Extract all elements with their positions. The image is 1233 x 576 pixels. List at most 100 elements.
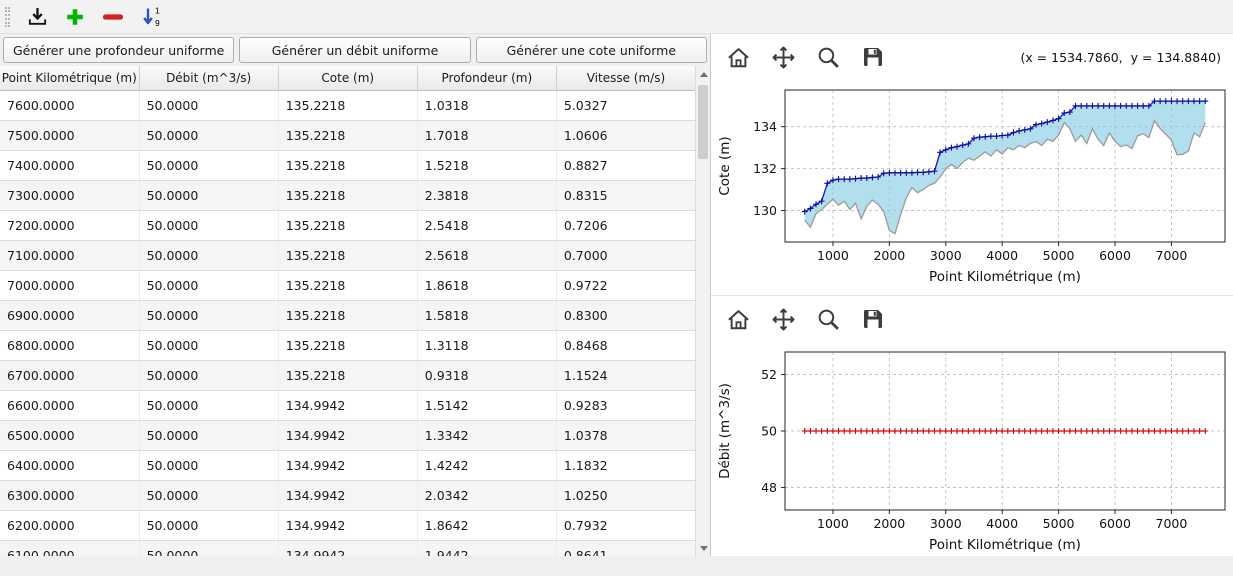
table-cell[interactable]: 2.5618	[417, 240, 557, 271]
table-cell[interactable]: 7600.0000	[0, 90, 140, 121]
table-cell[interactable]: 135.2218	[278, 300, 418, 331]
table-cell[interactable]: 135.2218	[278, 150, 418, 181]
table-row[interactable]: 7100.0000 50.0000 135.2218 2.5618 0.7000	[0, 240, 695, 271]
table-cell[interactable]: 0.8827	[556, 150, 695, 181]
table-cell[interactable]: 134.9942	[278, 510, 418, 541]
table-vertical-scrollbar[interactable]	[695, 66, 710, 556]
zoom-button[interactable]	[813, 42, 843, 72]
table-row[interactable]: 7000.0000 50.0000 135.2218 1.8618 0.9722	[0, 270, 695, 301]
table-cell[interactable]: 6500.0000	[0, 420, 140, 451]
save-figure-button[interactable]	[858, 42, 888, 72]
generate-depth-button[interactable]: Générer une profondeur uniforme	[3, 37, 235, 63]
table-cell[interactable]: 134.9942	[278, 390, 418, 421]
table-cell[interactable]: 135.2218	[278, 240, 418, 271]
table-cell[interactable]: 1.8642	[417, 510, 557, 541]
table-cell[interactable]: 50.0000	[139, 210, 279, 241]
table-row[interactable]: 6900.0000 50.0000 135.2218 1.5818 0.8300	[0, 300, 695, 331]
pan-button[interactable]	[768, 42, 798, 72]
table-cell[interactable]: 50.0000	[139, 180, 279, 211]
scroll-up-button[interactable]	[696, 66, 710, 82]
table-cell[interactable]: 135.2218	[278, 270, 418, 301]
table-cell[interactable]: 1.7018	[417, 120, 557, 151]
table-cell[interactable]: 6600.0000	[0, 390, 140, 421]
table-cell[interactable]: 134.9942	[278, 540, 418, 556]
table-row[interactable]: 6600.0000 50.0000 134.9942 1.5142 0.9283	[0, 390, 695, 421]
table-row[interactable]: 6400.0000 50.0000 134.9942 1.4242 1.1832	[0, 450, 695, 481]
table-cell[interactable]: 0.7932	[556, 510, 695, 541]
table-cell[interactable]: 0.7000	[556, 240, 695, 271]
table-cell[interactable]: 50.0000	[139, 510, 279, 541]
table-cell[interactable]: 50.0000	[139, 240, 279, 271]
table-cell[interactable]: 6100.0000	[0, 540, 140, 556]
table-row[interactable]: 6200.0000 50.0000 134.9942 1.8642 0.7932	[0, 510, 695, 541]
scrollbar-thumb[interactable]	[698, 85, 708, 159]
export-table-button[interactable]	[22, 3, 52, 31]
table-cell[interactable]: 134.9942	[278, 480, 418, 511]
column-header[interactable]: Débit (m^3/s)	[139, 66, 279, 91]
table-cell[interactable]: 6800.0000	[0, 330, 140, 361]
zoom-button-2[interactable]	[813, 304, 843, 334]
table-cell[interactable]: 1.3342	[417, 420, 557, 451]
table-cell[interactable]: 0.8300	[556, 300, 695, 331]
table-cell[interactable]: 7100.0000	[0, 240, 140, 271]
table-cell[interactable]: 134.9942	[278, 420, 418, 451]
table-row[interactable]: 7600.0000 50.0000 135.2218 1.0318 5.0327	[0, 90, 695, 121]
table-cell[interactable]: 135.2218	[278, 90, 418, 121]
table-cell[interactable]: 6200.0000	[0, 510, 140, 541]
table-cell[interactable]: 50.0000	[139, 300, 279, 331]
table-row[interactable]: 7500.0000 50.0000 135.2218 1.7018 1.0606	[0, 120, 695, 151]
table-cell[interactable]: 1.4242	[417, 450, 557, 481]
table-cell[interactable]: 6400.0000	[0, 450, 140, 481]
table-cell[interactable]: 1.8618	[417, 270, 557, 301]
save-figure-button-2[interactable]	[858, 304, 888, 334]
table-row[interactable]: 6800.0000 50.0000 135.2218 1.3118 0.8468	[0, 330, 695, 361]
home-view-button[interactable]	[723, 42, 753, 72]
pan-button-2[interactable]	[768, 304, 798, 334]
column-header[interactable]: Cote (m)	[278, 66, 418, 91]
table-cell[interactable]: 0.8315	[556, 180, 695, 211]
table-cell[interactable]: 50.0000	[139, 90, 279, 121]
table-cell[interactable]: 50.0000	[139, 480, 279, 511]
table-cell[interactable]: 6900.0000	[0, 300, 140, 331]
table-cell[interactable]: 1.0250	[556, 480, 695, 511]
table-row[interactable]: 6500.0000 50.0000 134.9942 1.3342 1.0378	[0, 420, 695, 451]
cote-chart[interactable]: 1000 2000 3000 4000 5000 6000 7000 130 132 134 Poi…	[713, 82, 1232, 288]
table-row[interactable]: 6300.0000 50.0000 134.9942 2.0342 1.0250	[0, 480, 695, 511]
table-cell[interactable]: 1.3118	[417, 330, 557, 361]
table-cell[interactable]: 50.0000	[139, 390, 279, 421]
table-cell[interactable]: 0.8468	[556, 330, 695, 361]
column-header[interactable]: Profondeur (m)	[417, 66, 557, 91]
table-cell[interactable]: 6700.0000	[0, 360, 140, 391]
table-cell[interactable]: 1.5218	[417, 150, 557, 181]
table-cell[interactable]: 2.0342	[417, 480, 557, 511]
table-cell[interactable]: 135.2218	[278, 210, 418, 241]
generate-stage-button[interactable]: Générer une cote uniforme	[475, 37, 707, 63]
table-cell[interactable]: 5.0327	[556, 90, 695, 121]
table-cell[interactable]: 1.0378	[556, 420, 695, 451]
scroll-down-button[interactable]	[696, 540, 710, 556]
remove-row-button[interactable]	[98, 3, 128, 31]
table-row[interactable]: 6100.0000 50.0000 134.9942 1.9442 0.8641	[0, 540, 695, 556]
table-cell[interactable]: 50.0000	[139, 330, 279, 361]
table-cell[interactable]: 50.0000	[139, 540, 279, 556]
table-cell[interactable]: 135.2218	[278, 360, 418, 391]
table-cell[interactable]: 0.7206	[556, 210, 695, 241]
table-cell[interactable]: 50.0000	[139, 270, 279, 301]
table-cell[interactable]: 50.0000	[139, 420, 279, 451]
table-row[interactable]: 7200.0000 50.0000 135.2218 2.5418 0.7206	[0, 210, 695, 241]
table-cell[interactable]: 135.2218	[278, 120, 418, 151]
add-row-button[interactable]	[60, 3, 90, 31]
table-cell[interactable]: 7400.0000	[0, 150, 140, 181]
table-cell[interactable]: 2.5418	[417, 210, 557, 241]
table-cell[interactable]: 7500.0000	[0, 120, 140, 151]
column-header[interactable]: Point Kilométrique (m)	[0, 66, 140, 91]
table-cell[interactable]: 135.2218	[278, 330, 418, 361]
generate-flow-button[interactable]: Générer un débit uniforme	[239, 37, 471, 63]
table-row[interactable]: 7400.0000 50.0000 135.2218 1.5218 0.8827	[0, 150, 695, 181]
table-cell[interactable]: 0.9283	[556, 390, 695, 421]
table-row[interactable]: 6700.0000 50.0000 135.2218 0.9318 1.1524	[0, 360, 695, 391]
home-view-button-2[interactable]	[723, 304, 753, 334]
table-cell[interactable]: 7300.0000	[0, 180, 140, 211]
table-cell[interactable]: 50.0000	[139, 450, 279, 481]
table-cell[interactable]: 135.2218	[278, 180, 418, 211]
